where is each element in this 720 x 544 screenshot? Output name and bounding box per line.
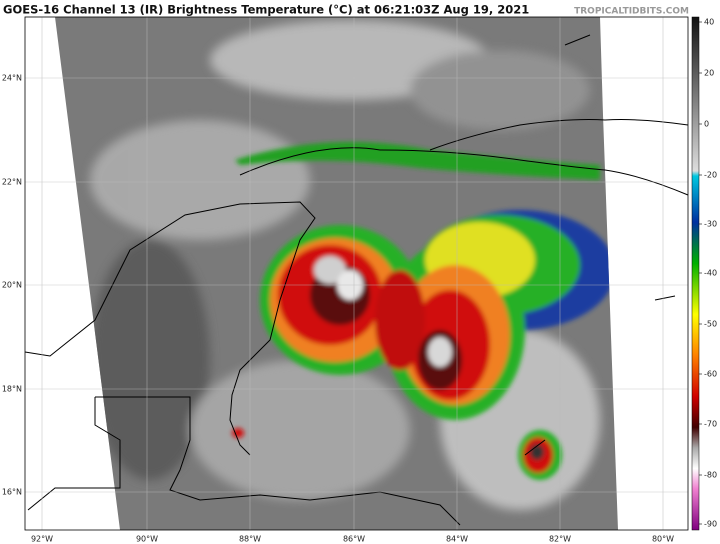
lat-label: 18°N [2,385,22,394]
colorbar-label: 0 [704,120,709,129]
colorbar-label: -30 [704,220,717,229]
lon-label: 86°W [343,535,365,544]
colorbar-label: -50 [704,320,717,329]
lat-label: 24°N [2,74,22,83]
colorbar-label: -40 [704,269,717,278]
lon-label: 82°W [549,535,571,544]
lat-label: 16°N [2,488,22,497]
colorbar [691,16,700,531]
colorbar-label: 40 [704,18,714,27]
lon-label: 90°W [136,535,158,544]
colorbar-label: -90 [704,520,717,529]
colorbar-label: -60 [704,370,717,379]
lon-label: 84°W [446,535,468,544]
colorbar-label: 20 [704,69,714,78]
satellite-imagery [24,16,689,531]
lat-label: 20°N [2,281,22,290]
colorbar-label: -80 [704,471,717,480]
lon-label: 88°W [239,535,261,544]
credit: TROPICALTIDBITS.COM [574,7,689,17]
lon-label: 80°W [652,535,674,544]
colorbar-label: -20 [704,171,717,180]
lat-label: 22°N [2,178,22,187]
colorbar-label: -70 [704,420,717,429]
lon-label: 92°W [31,535,53,544]
title: GOES-16 Channel 13 (IR) Brightness Tempe… [3,3,529,17]
